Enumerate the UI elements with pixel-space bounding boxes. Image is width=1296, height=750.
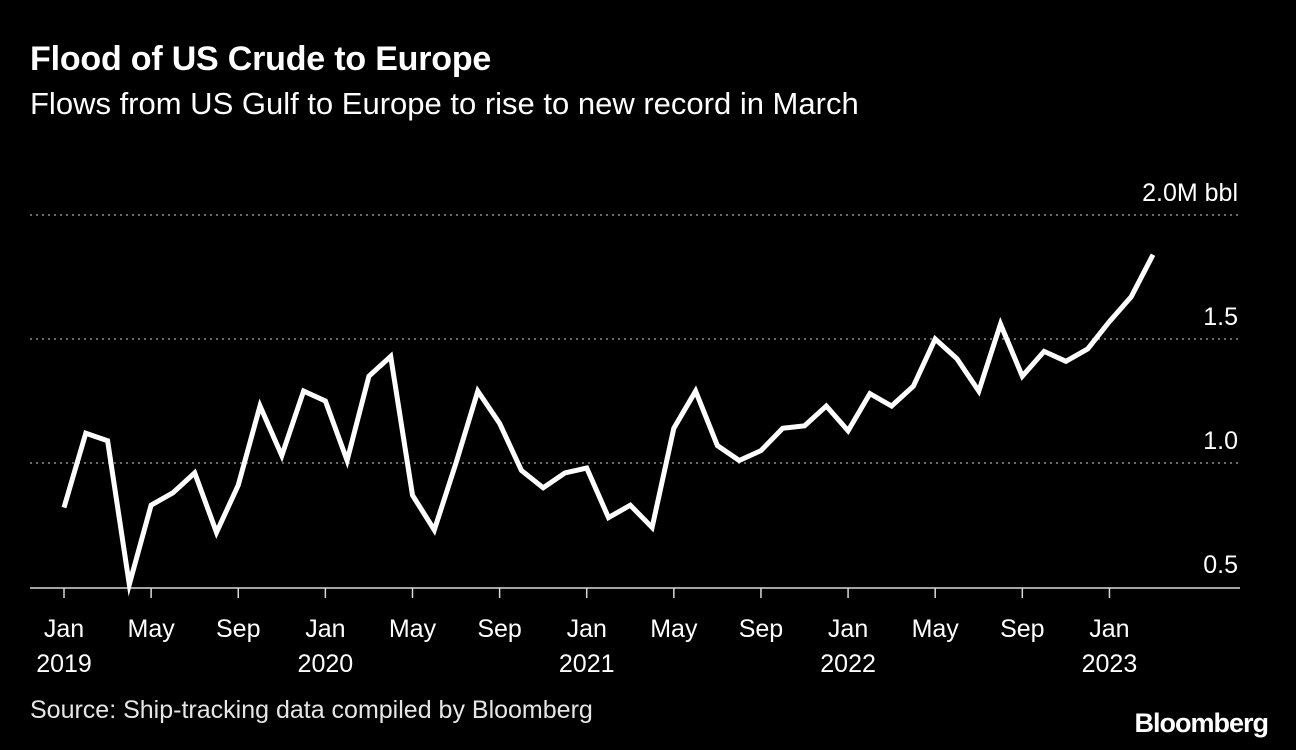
data-point bbox=[1151, 252, 1156, 257]
x-tick-label: Jan bbox=[305, 615, 345, 643]
data-point bbox=[105, 438, 110, 443]
data-point bbox=[432, 528, 437, 533]
data-point bbox=[83, 431, 88, 436]
x-tick-year-label: 2019 bbox=[36, 650, 92, 678]
series-line bbox=[61, 253, 1156, 597]
gridlines bbox=[30, 214, 1240, 464]
data-point bbox=[497, 421, 502, 426]
y-tick-label: 1.5 bbox=[1203, 303, 1238, 331]
x-tick-year-label: 2021 bbox=[559, 650, 615, 678]
data-point bbox=[737, 458, 742, 463]
x-tick-label: May bbox=[912, 615, 960, 643]
data-point bbox=[410, 493, 415, 498]
data-point bbox=[519, 468, 524, 473]
x-tick-label: Jan bbox=[567, 615, 607, 643]
data-point bbox=[236, 483, 241, 488]
data-point bbox=[715, 443, 720, 448]
data-point bbox=[671, 426, 676, 431]
x-tick-label: May bbox=[128, 615, 176, 643]
data-point bbox=[170, 490, 175, 495]
data-point bbox=[802, 423, 807, 428]
data-point bbox=[214, 530, 219, 535]
data-point bbox=[1085, 346, 1090, 351]
x-tick-label: Jan bbox=[44, 615, 84, 643]
data-point bbox=[541, 485, 546, 490]
data-point bbox=[258, 404, 263, 409]
data-point bbox=[301, 389, 306, 394]
data-point bbox=[1063, 359, 1068, 364]
y-axis-labels: 0.5 1.0 1.5 2.0M bbl bbox=[1142, 179, 1238, 579]
data-point bbox=[475, 389, 480, 394]
data-point bbox=[628, 503, 633, 508]
data-point bbox=[889, 404, 894, 409]
y-tick-label: 1.0 bbox=[1203, 427, 1238, 455]
data-point bbox=[1042, 349, 1047, 354]
data-point bbox=[606, 515, 611, 520]
data-point bbox=[127, 582, 132, 587]
data-point bbox=[650, 525, 655, 530]
data-point bbox=[824, 404, 829, 409]
data-point bbox=[323, 399, 328, 404]
data-point bbox=[366, 374, 371, 379]
data-point bbox=[955, 356, 960, 361]
chart-subtitle: Flows from US Gulf to Europe to rise to … bbox=[30, 86, 859, 121]
data-point bbox=[1107, 319, 1112, 324]
y-tick-label: 0.5 bbox=[1203, 551, 1238, 579]
data-point bbox=[911, 384, 916, 389]
data-point bbox=[192, 470, 197, 475]
data-point bbox=[1129, 294, 1134, 299]
data-point bbox=[454, 461, 459, 466]
x-tick-label: Jan bbox=[1089, 615, 1129, 643]
source-note: Source: Ship-tracking data compiled by B… bbox=[30, 696, 593, 724]
x-tick-label: Jan bbox=[828, 615, 868, 643]
x-tick-year-label: 2020 bbox=[298, 650, 354, 678]
data-point bbox=[345, 458, 350, 463]
data-point bbox=[933, 337, 938, 342]
data-point bbox=[562, 470, 567, 475]
data-point bbox=[388, 354, 393, 359]
data-point bbox=[846, 428, 851, 433]
data-point bbox=[693, 389, 698, 394]
x-tick-year-label: 2022 bbox=[820, 650, 876, 678]
x-tick-label: Sep bbox=[739, 615, 783, 643]
data-point bbox=[976, 389, 981, 394]
chart-title: Flood of US Crude to Europe bbox=[30, 40, 492, 78]
data-point bbox=[149, 503, 154, 508]
data-point bbox=[62, 505, 67, 510]
data-point bbox=[867, 391, 872, 396]
x-tick-label: Sep bbox=[216, 615, 260, 643]
data-point bbox=[998, 322, 1003, 327]
x-tick-label: May bbox=[650, 615, 698, 643]
series-layer bbox=[61, 252, 1156, 597]
x-tick-label: Sep bbox=[477, 615, 521, 643]
x-tick-year-label: 2023 bbox=[1082, 650, 1138, 678]
x-tick-label: May bbox=[389, 615, 437, 643]
x-tick-label: Sep bbox=[1000, 615, 1044, 643]
data-point bbox=[279, 453, 284, 458]
x-axis: Jan 2019 May Sep Jan 2020 May Sep Jan 2021 May Sep J… bbox=[30, 587, 1240, 678]
data-point bbox=[584, 466, 589, 471]
y-tick-label: 2.0M bbl bbox=[1142, 179, 1238, 207]
data-point bbox=[1020, 374, 1025, 379]
bloomberg-logo: Bloomberg bbox=[1134, 708, 1269, 738]
data-point bbox=[759, 448, 764, 453]
data-point bbox=[780, 426, 785, 431]
